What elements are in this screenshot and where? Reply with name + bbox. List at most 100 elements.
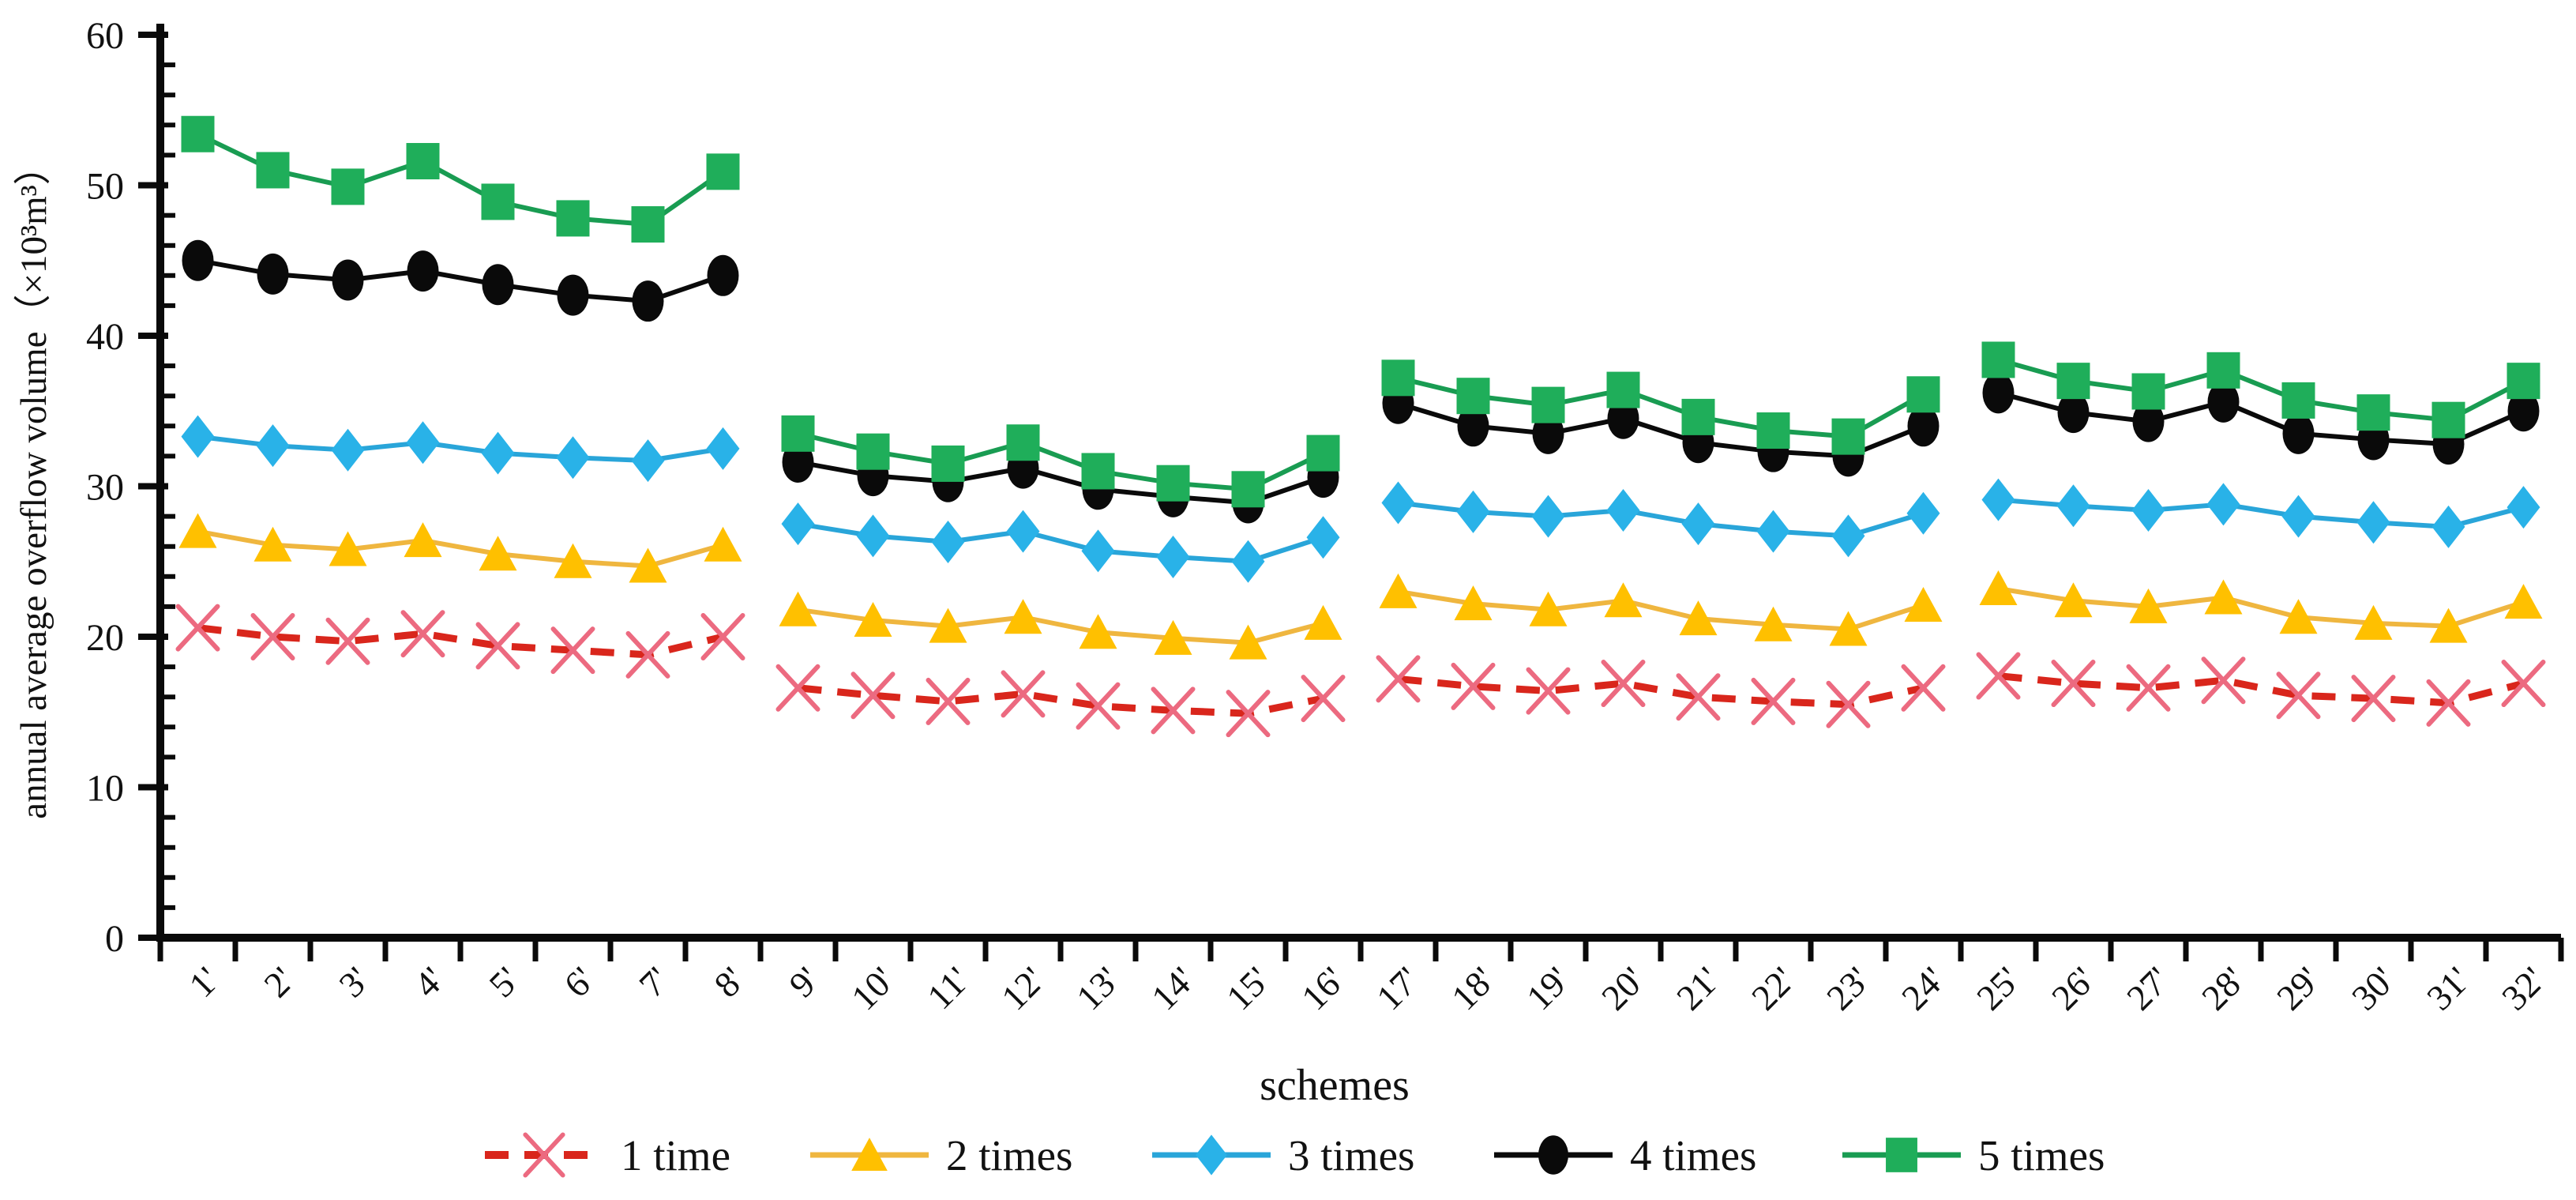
square-marker-icon: [481, 183, 515, 220]
diamond-marker-icon: [181, 415, 215, 458]
diamond-marker-icon: [406, 421, 440, 465]
diamond-marker-icon: [1081, 529, 1115, 573]
x-marker-icon: [2051, 660, 2096, 708]
square-marker-icon: [1456, 378, 1490, 415]
x-marker-icon: [1526, 667, 1571, 715]
diamond-marker-icon: [1456, 490, 1490, 533]
triangle-marker-icon: [2354, 604, 2393, 640]
triangle-marker-icon: [1229, 624, 1267, 660]
legend-item: 3 times: [1152, 1131, 1414, 1179]
square-marker-icon: [1606, 371, 1640, 408]
x-marker-icon: [475, 622, 520, 670]
diamond-marker-icon: [2431, 505, 2465, 548]
legend-item: 5 times: [1842, 1131, 2105, 1179]
triangle-marker-icon: [1079, 614, 1117, 649]
triangle-marker-icon: [554, 543, 592, 578]
x-marker-icon: [1676, 673, 1721, 721]
diamond-marker-icon: [1156, 536, 1190, 579]
square-marker-icon: [1906, 376, 1940, 413]
triangle-marker-icon: [2429, 608, 2468, 643]
square-marker-icon: [706, 153, 740, 190]
x-marker-icon: [1301, 675, 1346, 723]
x-marker-icon: [325, 617, 370, 665]
triangle-marker-icon: [1604, 582, 1643, 618]
x-axis-title: schemes: [1260, 1061, 1410, 1110]
series-3-times: [181, 415, 2540, 583]
square-marker-icon: [1081, 453, 1115, 490]
diamond-marker-icon: [1981, 478, 2015, 521]
circle-marker-icon: [1532, 412, 1564, 454]
x-marker-icon: [2351, 675, 2396, 723]
diamond-marker-icon: [931, 520, 965, 563]
diamond-marker-icon: [631, 439, 665, 483]
x-marker-icon: [550, 626, 595, 675]
square-marker-icon: [2206, 352, 2240, 389]
circle-marker-icon: [257, 253, 289, 295]
diamond-marker-icon: [1681, 502, 1715, 546]
square-marker-icon: [2131, 373, 2165, 410]
diamond-marker-icon: [1231, 540, 1265, 583]
y-axis-title: annual average overflow volume（×10³m³）: [13, 148, 54, 819]
diamond-marker-icon: [2056, 484, 2090, 528]
x-marker-icon: [2201, 656, 2246, 705]
legend-label: 1 time: [621, 1131, 730, 1179]
circle-marker-icon: [482, 264, 514, 306]
series-1-time: [175, 604, 2546, 738]
square-marker-icon: [931, 445, 965, 482]
diamond-marker-icon: [1196, 1134, 1227, 1176]
square-marker-icon: [1681, 398, 1715, 435]
triangle-marker-icon: [253, 526, 292, 562]
square-marker-icon: [1756, 412, 1790, 450]
diamond-marker-icon: [481, 431, 515, 475]
circle-marker-icon: [1982, 372, 2015, 414]
diamond-marker-icon: [331, 428, 365, 472]
square-marker-icon: [1306, 434, 1340, 472]
diamond-marker-icon: [1756, 510, 1790, 553]
triangle-marker-icon: [1904, 586, 1943, 622]
square-marker-icon: [256, 152, 290, 189]
triangle-marker-icon: [1979, 570, 2018, 606]
triangle-marker-icon: [854, 602, 892, 638]
circle-marker-icon: [2507, 390, 2540, 432]
legend-label: 3 times: [1288, 1131, 1414, 1179]
x-marker-icon: [1226, 690, 1271, 738]
series-line: [1398, 675, 1924, 709]
x-marker-icon: [926, 677, 971, 725]
x-marker-icon: [1376, 655, 1421, 703]
legend-label: 4 times: [1630, 1131, 1756, 1179]
square-marker-icon: [406, 143, 440, 180]
square-marker-icon: [1886, 1138, 1917, 1172]
circle-marker-icon: [1538, 1135, 1568, 1175]
diamond-marker-icon: [2131, 488, 2165, 532]
square-marker-icon: [631, 206, 665, 243]
series-line: [798, 684, 1324, 717]
triangle-marker-icon: [1529, 591, 1568, 626]
triangle-marker-icon: [2129, 588, 2168, 623]
x-marker-icon: [851, 671, 896, 720]
series-line: [1398, 589, 1924, 632]
triangle-marker-icon: [1679, 600, 1718, 636]
x-marker-icon: [1076, 682, 1121, 730]
x-marker-icon: [1901, 664, 1946, 712]
square-marker-icon: [856, 433, 890, 470]
square-marker-icon: [331, 168, 365, 205]
square-marker-icon: [781, 415, 815, 452]
circle-marker-icon: [1607, 397, 1639, 439]
x-marker-icon: [1151, 687, 1196, 735]
y-tick-label: 60: [86, 15, 124, 57]
y-tick-label: 40: [86, 316, 124, 358]
diamond-marker-icon: [1006, 510, 1040, 553]
x-marker-icon: [1001, 670, 1046, 718]
x-marker-icon: [775, 664, 820, 712]
triangle-marker-icon: [1154, 619, 1192, 655]
diamond-marker-icon: [781, 502, 815, 546]
circle-marker-icon: [407, 250, 439, 292]
series-line: [1998, 586, 2525, 629]
x-marker-icon: [2126, 664, 2171, 712]
legend-label: 5 times: [1978, 1131, 2105, 1179]
triangle-marker-icon: [1379, 573, 1418, 608]
x-marker-icon: [1451, 662, 1496, 710]
diamond-marker-icon: [2507, 486, 2540, 529]
x-marker-icon: [250, 613, 295, 660]
diamond-marker-icon: [256, 424, 290, 468]
